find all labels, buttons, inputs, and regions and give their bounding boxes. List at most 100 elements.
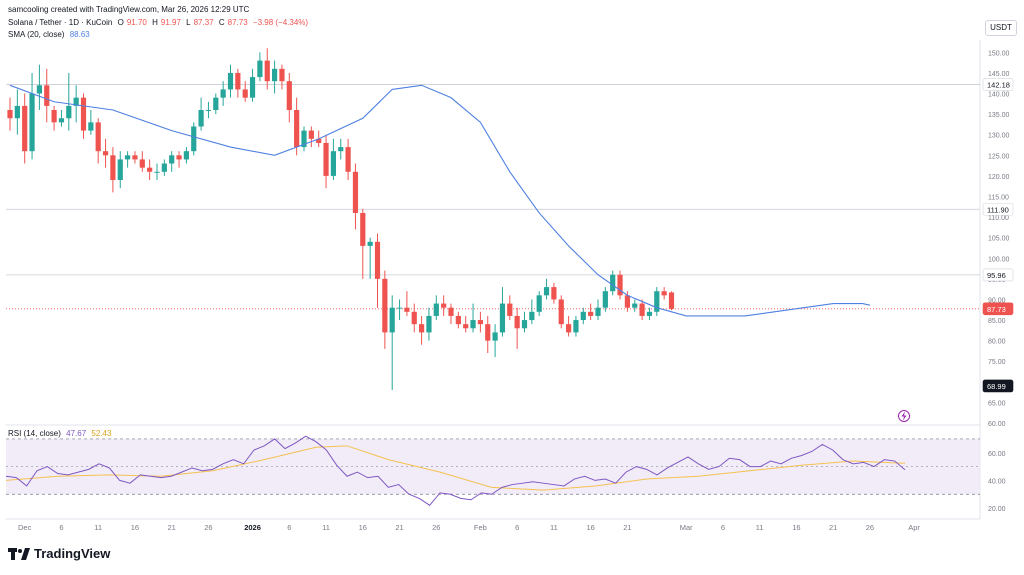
price-tick-label: 105.00 — [988, 236, 1010, 243]
price-tick-label: 135.00 — [988, 112, 1010, 119]
ohlc-close: 87.73 — [227, 18, 248, 27]
price-label-text: 68.99 — [987, 382, 1006, 391]
candle-body — [294, 110, 300, 148]
price-label-text: 95.96 — [987, 271, 1006, 280]
rsi-tick-label: 20.00 — [988, 506, 1006, 513]
candle-body — [441, 303, 447, 308]
creator-line: samcooling created with TradingView.com,… — [8, 5, 250, 14]
price-tick-label: 85.00 — [988, 318, 1006, 325]
candle-body — [595, 307, 601, 316]
candle-body — [543, 287, 550, 296]
candle-body — [639, 303, 645, 316]
candle-body — [7, 110, 13, 119]
time-tick-label: 11 — [322, 523, 330, 532]
candle-body — [235, 72, 241, 90]
candle-body — [257, 60, 263, 78]
candle-body — [154, 171, 160, 173]
candle-body — [507, 303, 513, 316]
price-label-box — [982, 202, 1014, 216]
currency-badge[interactable]: USDT — [985, 20, 1017, 36]
price-tick-label: 140.00 — [988, 92, 1010, 99]
time-tick-label: 21 — [623, 523, 631, 532]
candle-body — [529, 311, 535, 321]
candle-body — [279, 68, 285, 82]
rsi-ma-line — [5, 445, 906, 491]
time-tick-label: 6 — [721, 523, 725, 532]
candle-body — [661, 291, 667, 296]
price-label-text: 142.18 — [987, 81, 1010, 90]
price-tick-label: 150.00 — [988, 50, 1010, 57]
time-tick-label: 11 — [756, 523, 764, 532]
candle-body — [668, 292, 675, 309]
time-tick-label: Mar — [680, 523, 693, 532]
price-tick-label: 65.00 — [988, 400, 1006, 407]
candle-body — [272, 68, 278, 82]
candle-body — [426, 315, 432, 333]
candle-body — [22, 105, 28, 152]
tradingview-logo-icon — [8, 547, 30, 560]
candle-body — [360, 212, 366, 246]
candle-body — [213, 97, 219, 111]
time-tick-label: 6 — [515, 523, 519, 532]
sma-line — [9, 84, 871, 317]
time-tick-label: 26 — [866, 523, 874, 532]
candle-body — [499, 303, 506, 333]
candle-body — [617, 274, 623, 296]
candle-body — [514, 315, 520, 329]
candle-body — [117, 159, 123, 181]
sma-value: 88.63 — [69, 30, 90, 39]
candle-body — [551, 287, 557, 300]
time-tick-label: 16 — [131, 523, 139, 532]
candle-body — [286, 81, 292, 111]
candle-body — [632, 303, 638, 308]
candle-body — [352, 171, 359, 213]
candle-body — [51, 110, 57, 123]
time-tick-label: 21 — [395, 523, 403, 532]
candle-body — [308, 130, 314, 139]
candle-body — [566, 324, 572, 333]
flash-icon — [898, 410, 910, 422]
candle-body — [191, 126, 197, 152]
price-label-text: 87.73 — [987, 305, 1006, 314]
candle-body — [14, 105, 20, 119]
ohlc-low-label: L — [186, 18, 191, 27]
candle-body — [624, 295, 630, 308]
time-tick-label: 11 — [550, 523, 558, 532]
candle-body — [654, 291, 660, 312]
candle-body — [588, 311, 594, 316]
candle-body — [485, 324, 491, 341]
symbol-legend: Solana / Tether · 1D · KuCoin O 91.70 H 91… — [8, 18, 311, 27]
sma-legend: SMA (20, close) 88.63 — [8, 30, 93, 39]
tradingview-logo: TradingView — [8, 546, 110, 561]
time-tick-label: 26 — [432, 523, 440, 532]
candle-body — [455, 315, 461, 325]
time-tick-label: 21 — [168, 523, 176, 532]
time-tick-label: 11 — [94, 523, 102, 532]
candle-body — [169, 155, 175, 164]
rsi-label: RSI (14, close) — [8, 429, 61, 438]
ohlc-close-label: C — [218, 18, 225, 27]
price-tick-label: 145.00 — [988, 71, 1010, 78]
price-tick-label: 90.00 — [988, 297, 1006, 304]
flash-icon-glyph — [901, 411, 907, 421]
candle-body — [220, 89, 226, 98]
candle-body — [558, 299, 564, 325]
candle-body — [382, 278, 388, 333]
ohlc-high: 91.97 — [160, 18, 181, 27]
candle-body — [183, 151, 189, 160]
candle-body — [463, 324, 469, 329]
price-tick-label: 130.00 — [988, 133, 1010, 140]
rsi-value: 47.67 — [66, 429, 87, 438]
candle-body — [80, 97, 87, 131]
candle-body — [367, 241, 373, 246]
price-label-box — [982, 268, 1014, 282]
candle-body — [470, 320, 476, 329]
candle-body — [521, 320, 528, 329]
candle-body — [161, 163, 167, 172]
symbol-name: Solana / Tether · 1D · KuCoin — [8, 18, 113, 27]
candle-body — [492, 332, 498, 341]
candle-body — [249, 77, 256, 98]
ohlc-change: −3.98 (−4.34%) — [252, 18, 309, 27]
time-tick-label: 16 — [792, 523, 800, 532]
